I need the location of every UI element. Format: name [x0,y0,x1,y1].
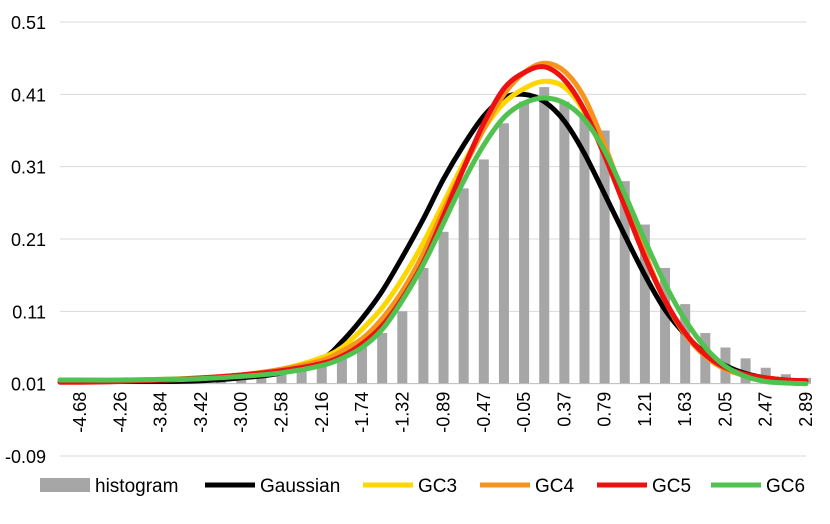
legend-label: GC3 [418,476,457,497]
histogram-bar [619,181,630,384]
x-tick-label: 2.05 [715,392,735,427]
x-tick-label: -3.42 [191,392,211,433]
histogram-bar [336,358,347,384]
y-tick-label: 0.31 [11,158,46,178]
x-tick-label: 1.63 [675,392,695,427]
histogram-bar [559,101,570,384]
histogram-bar [316,364,327,384]
histogram-bar [579,116,590,384]
histogram-bar [660,267,671,384]
y-tick-label: 0.51 [11,13,46,33]
x-tick-label: 0.79 [595,392,615,427]
x-tick-label: -0.47 [474,392,494,433]
y-axis-tick-labels: 0.51 0.41 0.31 0.21 0.11 0.01 -0.09 [5,13,46,467]
histogram-bar [519,101,530,384]
y-tick-label: 0.01 [11,375,46,395]
y-tick-label: 0.11 [12,302,46,322]
x-tick-label: -1.74 [352,392,372,433]
y-tick-label: -0.09 [5,447,46,467]
x-tick-label: -0.05 [514,392,534,433]
series-line-gc6 [57,95,809,387]
legend-label: GC4 [535,476,575,497]
legend-label: histogram [95,476,178,497]
legend-label: GC6 [766,476,805,497]
y-tick-label: 0.41 [11,85,46,105]
histogram-bar [680,304,691,384]
histogram-bar [478,159,489,384]
x-tick-label: -2.58 [271,392,291,433]
histogram-bar [296,369,307,384]
x-tick-label: -1.32 [392,392,412,433]
x-tick-label: -3.00 [231,392,251,433]
x-tick-label: -4.68 [70,392,90,433]
histogram-bar [397,311,408,384]
histogram-bar [498,123,509,384]
legend-swatch-histogram [40,478,90,492]
histogram-bar [458,188,469,384]
x-tick-label: 2.89 [796,392,816,427]
legend-label: Gaussian [260,476,340,497]
x-tick-label: -2.16 [312,392,332,433]
legend: histogram Gaussian GC3 GC4 GC5 GC6 [40,476,805,497]
x-tick-label: -0.89 [434,392,454,433]
histogram-bar [357,347,368,384]
histogram-bar [256,374,267,384]
x-tick-label: 0.37 [554,392,574,427]
series-lines [57,60,809,387]
y-tick-label: 0.21 [11,230,46,250]
x-tick-label: -4.26 [110,392,130,433]
histogram-bar [539,87,550,384]
x-tick-label: -3.84 [151,392,171,433]
histogram-bar [276,372,287,384]
legend-label: GC5 [652,476,691,497]
x-axis-tick-labels: -4.68 -4.26 -3.84 -3.42 -3.00 -2.58 -2.16 -1.74… [70,392,816,433]
histogram-bar [599,130,610,384]
histogram-bar [639,224,650,384]
histogram-bar [438,231,449,384]
histogram-bar [377,333,388,384]
x-tick-label: 2.47 [756,392,776,427]
histogram-bar [418,267,429,384]
x-tick-label: 1.21 [635,392,655,427]
